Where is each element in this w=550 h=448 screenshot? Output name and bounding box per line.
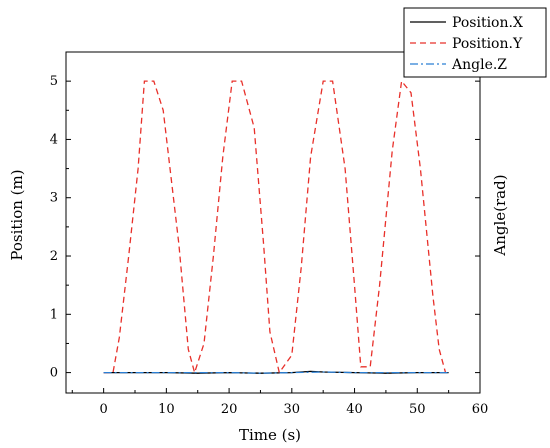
series-line-position-y <box>103 79 447 375</box>
y-tick-label: 1 <box>50 307 58 322</box>
legend: Position.X Position.Y Angle.Z <box>403 7 547 78</box>
y-tick-label: 5 <box>50 74 58 89</box>
x-tick-label: 50 <box>409 402 426 417</box>
x-tick-label: 0 <box>99 402 107 417</box>
y-tick-label: 0 <box>50 366 58 381</box>
y-tick-label: 3 <box>50 191 58 206</box>
series-layer <box>103 79 449 375</box>
series-line-angle-z <box>103 371 449 374</box>
y-axis-ticks: 0 1 2 3 4 5 <box>50 74 480 381</box>
y-axis-title: Position (m) <box>8 169 26 260</box>
x-tick-label: 40 <box>346 402 363 417</box>
x-tick-label: 10 <box>158 402 175 417</box>
x-axis-title: Time (s) <box>239 426 301 444</box>
x-tick-label: 20 <box>221 402 238 417</box>
plot-frame <box>65 51 481 394</box>
y-axis-right-title: Angle(rad) <box>491 174 509 256</box>
legend-box <box>403 7 547 78</box>
x-tick-label: 30 <box>284 402 301 417</box>
plot-border <box>65 51 481 394</box>
legend-label: Position.Y <box>452 36 523 52</box>
x-axis-ticks: 0 10 20 30 40 50 60 <box>71 388 489 417</box>
x-tick-label: 60 <box>472 402 489 417</box>
y-tick-label: 2 <box>50 249 58 264</box>
legend-label: Angle.Z <box>451 57 507 73</box>
legend-label: Position.X <box>452 15 523 31</box>
y-tick-label: 4 <box>50 132 58 147</box>
